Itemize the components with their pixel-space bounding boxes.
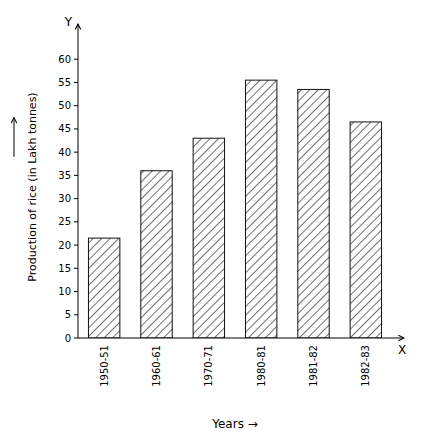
bar [88,238,119,338]
x-axis-annotation: X [398,343,406,357]
y-tick [74,105,78,106]
y-tick-label: 45 [58,123,71,134]
y-tick-label: 30 [58,193,71,204]
x-axis: 1950-51 1960-61 1970-71 1980-81 1981-82 1982-… [99,345,372,387]
y-tick-label: 20 [58,240,71,251]
bars [88,80,381,338]
x-axis-line [78,338,404,339]
y-tick-label: 25 [58,216,71,227]
x-axis-title: Years → [211,417,258,431]
y-tick [74,291,78,292]
y-tick-label: 15 [58,263,71,274]
x-tick-label: 1981-82 [308,345,319,387]
y-tick [74,268,78,269]
y-tick [74,59,78,60]
chart-container: 0510152025303540455055601950-511960-6119… [0,0,426,442]
y-tick [74,338,78,339]
y-axis: 0 5 10 15 20 25 30 35 40 45 50 55 60 [58,54,78,344]
y-tick [74,221,78,222]
y-tick [74,314,78,315]
y-axis-title: Production of rice (in Lakh tonnes) [26,92,39,281]
y-tick [74,82,78,83]
x-tick-label: 1982-83 [360,345,371,387]
y-tick-label: 55 [58,77,71,88]
x-tick-label: 1980-81 [256,345,267,387]
y-tick-label: 5 [65,309,71,320]
y-tick [74,175,78,176]
y-tick-label: 10 [58,286,71,297]
bar [350,122,381,338]
y-tick [74,128,78,129]
bar [298,89,329,338]
y-tick [74,198,78,199]
chart: 0510152025303540455055601950-511960-6119… [0,0,426,442]
x-tick-label: 1970-71 [203,345,214,387]
y-tick-label: 60 [58,54,71,65]
y-tick [74,152,78,153]
x-tick-label: 1950-51 [99,345,110,387]
bar [141,171,172,338]
bar [245,80,276,338]
y-axis-annotation: Y [64,15,73,29]
y-tick [74,245,78,246]
margin-arrow [14,118,15,157]
x-tick-label: 1960-61 [151,345,162,387]
y-tick-label: 40 [58,147,71,158]
y-tick-label: 0 [65,333,71,344]
bar [193,138,224,338]
y-tick-label: 35 [58,170,71,181]
y-tick-label: 50 [58,100,71,111]
y-axis-line [78,24,79,338]
